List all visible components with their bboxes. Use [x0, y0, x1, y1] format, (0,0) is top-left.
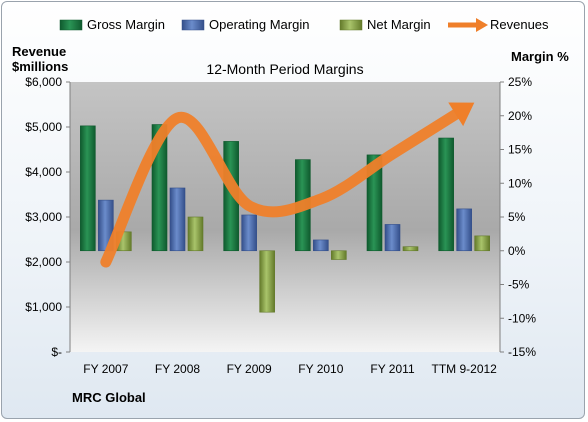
legend-swatch-gross-margin	[59, 19, 83, 31]
net-margin-bar	[402, 246, 419, 252]
gross-margin-bar	[80, 125, 96, 252]
legend-label-gross-margin: Gross Margin	[87, 17, 165, 32]
net-margin-bar	[259, 250, 275, 313]
legend-arrowhead-revenues	[476, 18, 488, 32]
net-margin-bar	[331, 250, 347, 260]
right-tick-label: -5%	[508, 278, 530, 292]
right-tick-label: -15%	[508, 345, 536, 359]
right-tick-label: 15%	[508, 143, 532, 157]
right-tick-label: 5%	[508, 210, 526, 224]
category-label: FY 2007	[83, 362, 128, 376]
right-tick-label: 20%	[508, 109, 532, 123]
left-tick-label: $3,000	[25, 210, 62, 224]
left-tick-label: $5,000	[25, 120, 62, 134]
operating-margin-bar	[169, 187, 186, 252]
left-tick-label: $-	[51, 345, 62, 359]
category-label: FY 2011	[370, 362, 415, 376]
left-tick-label: $4,000	[25, 165, 62, 179]
legend-swatch-operating-margin	[181, 19, 205, 31]
net-margin-bar	[187, 216, 204, 252]
legend: Gross Margin Operating Margin Net Margin…	[59, 17, 549, 32]
category-labels: FY 2007 FY 2008 FY 2009 FY 2010 FY 2011 TTM 9…	[83, 362, 497, 376]
right-tick-label: -10%	[508, 311, 536, 325]
right-axis-title: Margin %	[511, 49, 569, 64]
operating-margin-bar	[313, 239, 329, 252]
right-axis-ticks: -15% -10% -5% 0% 5% 10% 15% 20% 25%	[500, 75, 536, 359]
right-tick-label: 0%	[508, 244, 526, 258]
left-axis-ticks: $- $1,000 $2,000 $3,000 $4,000 $5,000 $6,000	[25, 75, 70, 359]
operating-margin-bar	[456, 208, 472, 252]
operating-margin-bar	[384, 224, 401, 252]
company-label: MRC Global	[72, 390, 146, 405]
operating-margin-bar	[241, 214, 257, 252]
legend-label-operating-margin: Operating Margin	[209, 17, 309, 32]
right-tick-label: 10%	[508, 176, 532, 190]
left-tick-label: $1,000	[25, 300, 62, 314]
chart-title: 12-Month Period Margins	[206, 61, 363, 77]
left-tick-label: $2,000	[25, 255, 62, 269]
category-label: TTM 9-2012	[431, 362, 497, 376]
gross-margin-bar	[438, 137, 454, 252]
left-axis-title-line2: $millions	[12, 59, 68, 74]
revenue-line	[100, 103, 470, 268]
legend-swatch-net-margin	[339, 19, 363, 31]
category-label: FY 2009	[227, 362, 272, 376]
category-label: FY 2008	[155, 362, 200, 376]
category-label: FY 2010	[298, 362, 343, 376]
gross-margin-bar	[366, 154, 383, 252]
revenue-series	[100, 102, 475, 268]
net-margin-bar	[474, 235, 490, 252]
right-tick-label: 25%	[508, 75, 532, 89]
legend-label-net-margin: Net Margin	[367, 17, 431, 32]
revenue-arrowhead	[448, 102, 475, 127]
legend-label-revenues: Revenues	[490, 17, 549, 32]
left-axis-title-line1: Revenue	[12, 44, 66, 59]
left-tick-label: $6,000	[25, 75, 62, 89]
